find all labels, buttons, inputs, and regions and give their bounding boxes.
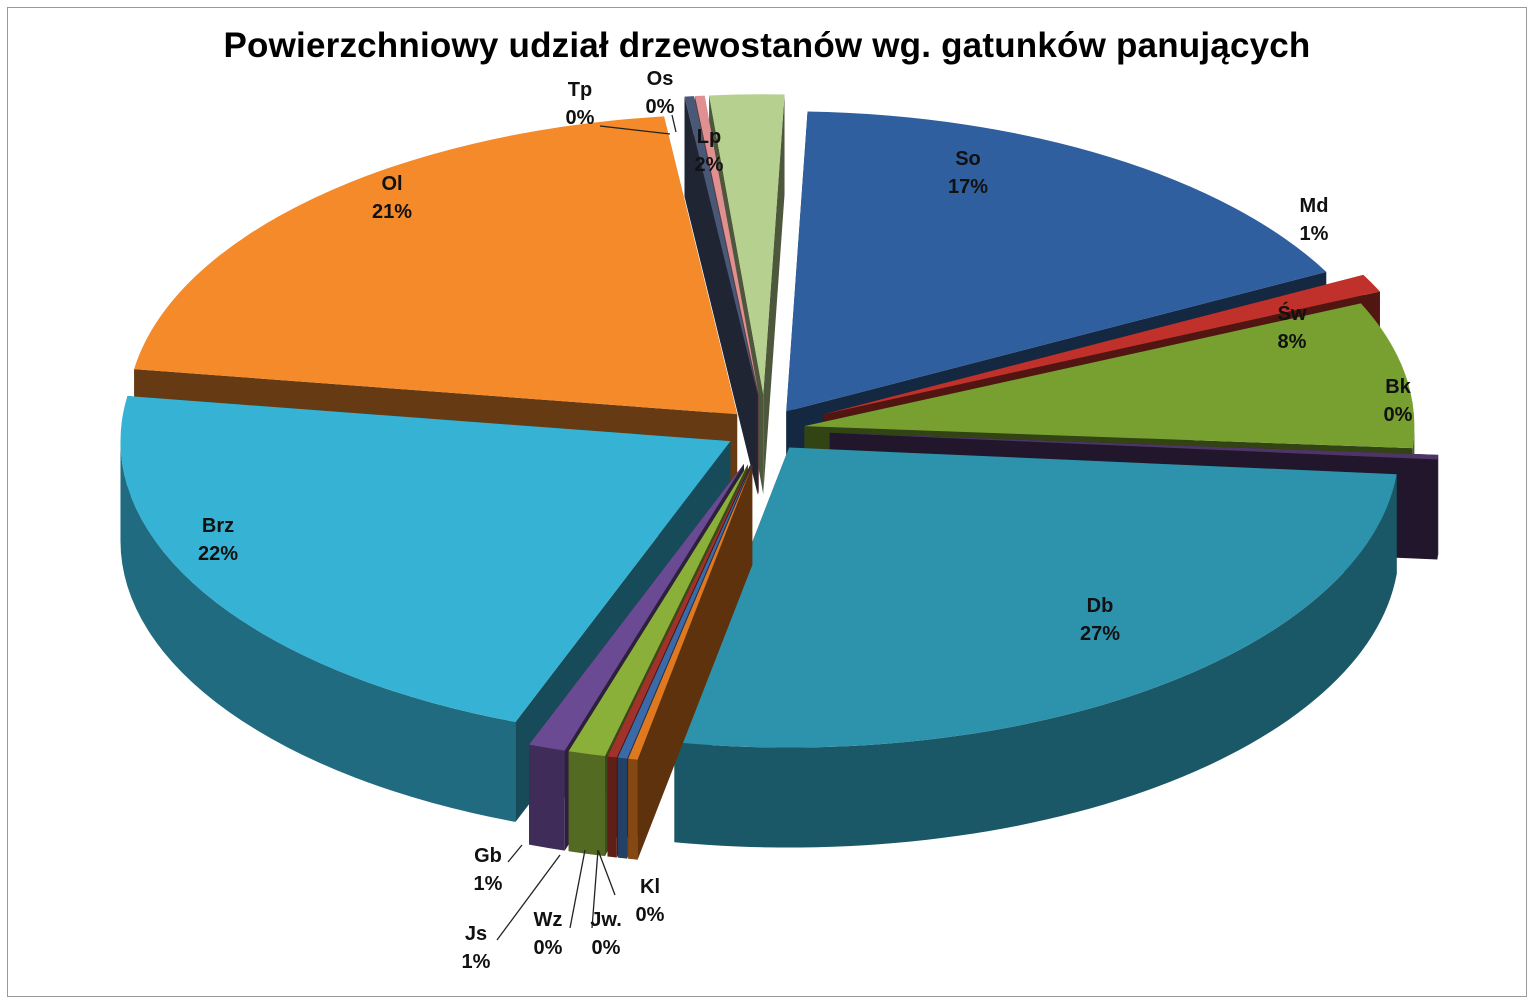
- slice-label-w: Św: [1278, 301, 1307, 325]
- slice-value-bk: 0%: [1384, 404, 1413, 426]
- slice-label-gb: Gb: [474, 845, 502, 867]
- leader-line: [496, 854, 561, 941]
- slice-label-tp: Tp: [568, 79, 592, 101]
- slice-label-os: Os: [647, 68, 674, 90]
- slice-value-db: 27%: [1080, 623, 1120, 645]
- slice-label-lp: Lp: [697, 126, 721, 148]
- pie-slice-tp: [684, 96, 758, 495]
- slice-value-w: 8%: [1278, 331, 1307, 353]
- slice-label-so: So: [955, 148, 981, 170]
- slice-label-kl: Kl: [640, 876, 660, 898]
- slice-label-jw: Jw.: [590, 909, 622, 931]
- slice-value-wz: 0%: [534, 937, 563, 959]
- leader-line: [597, 849, 616, 896]
- leader-line: [507, 844, 523, 863]
- slice-value-gb: 1%: [474, 873, 503, 895]
- slice-value-ol: 21%: [372, 201, 412, 223]
- leader-line: [671, 114, 677, 133]
- slice-label-db: Db: [1087, 595, 1114, 617]
- slice-label-md: Md: [1300, 195, 1329, 217]
- slice-value-tp: 0%: [566, 107, 595, 129]
- slice-value-md: 1%: [1300, 223, 1329, 245]
- slice-value-so: 17%: [948, 176, 988, 198]
- leader-line: [569, 849, 586, 929]
- slice-value-jw: 0%: [592, 937, 621, 959]
- slice-value-js: 1%: [462, 951, 491, 973]
- slice-value-lp: 2%: [695, 154, 724, 176]
- chart-title: Powierzchniowy udział drzewostanów wg. g…: [223, 26, 1311, 65]
- slice-label-wz: Wz: [534, 909, 563, 931]
- slice-label-ol: Ol: [381, 173, 402, 195]
- slice-value-os: 0%: [646, 96, 675, 118]
- leader-line: [599, 125, 671, 135]
- slice-label-js: Js: [465, 923, 487, 945]
- slice-value-kl: 0%: [636, 904, 665, 926]
- slice-value-brz: 22%: [198, 543, 238, 565]
- pie-slice-kl: [628, 465, 753, 860]
- slice-label-brz: Brz: [202, 515, 234, 537]
- slice-label-bk: Bk: [1385, 376, 1411, 398]
- pie-slice-db: [674, 447, 1397, 848]
- leader-line: [591, 849, 599, 929]
